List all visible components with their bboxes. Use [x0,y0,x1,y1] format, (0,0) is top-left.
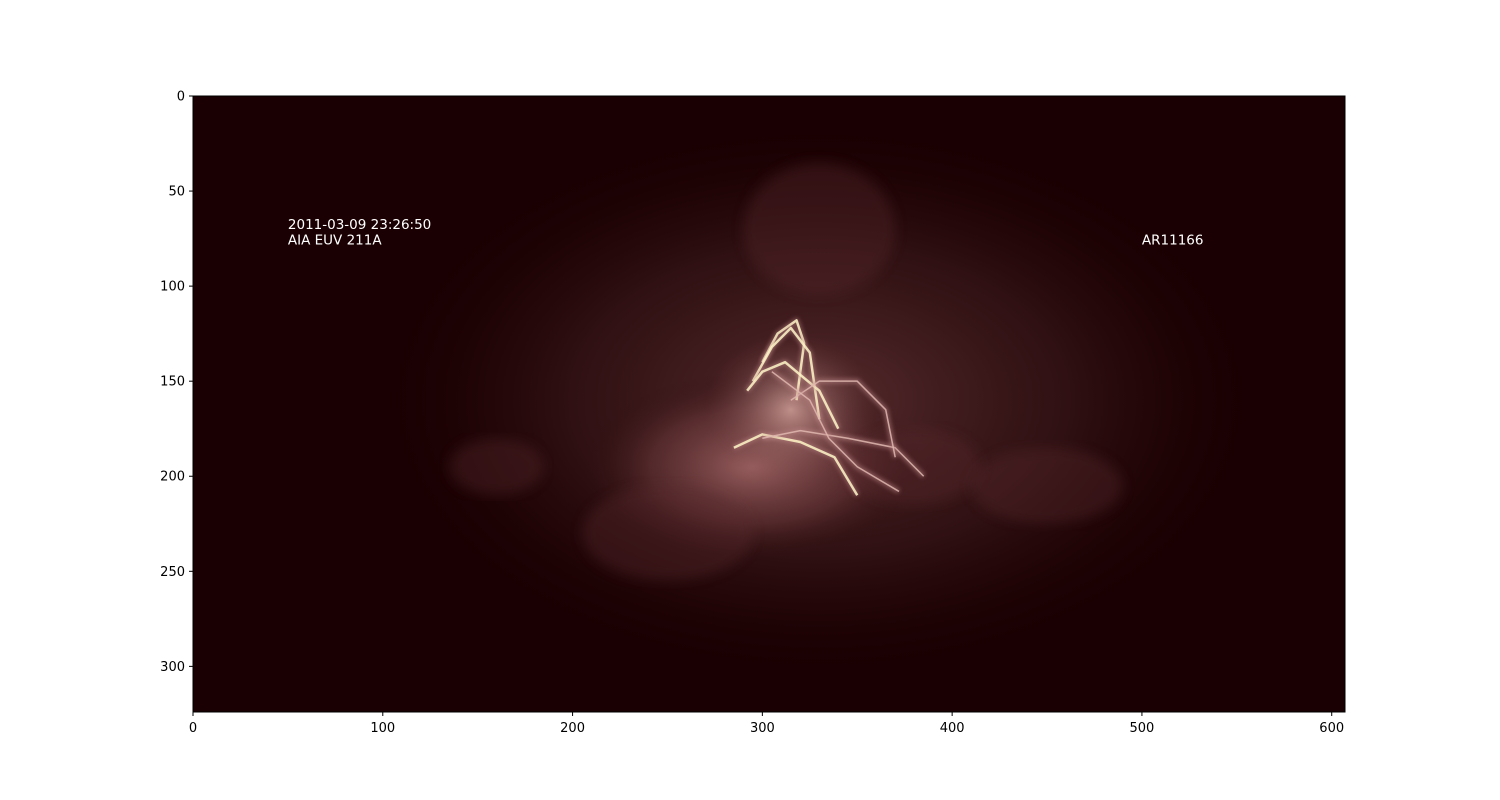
solar-emission [363,115,1275,686]
y-tick-label: 100 [160,280,185,295]
x-tick-label: 400 [940,721,965,736]
annotation-instrument: AIA EUV 211A [288,232,382,248]
y-tick-label: 50 [168,185,185,200]
loop-6 [771,371,900,493]
feature-loop-bundle [705,333,877,486]
loop-5 [790,380,896,458]
x-tick-label: 0 [189,721,197,736]
loop-4 [762,429,925,477]
x-tick-label: 200 [560,721,585,736]
y-tick-label: 150 [160,375,185,390]
y-tick-label: 250 [160,565,185,580]
x-axis: 0 100 200 300 400 500 600 [189,712,1344,736]
y-tick-label: 300 [160,660,185,675]
x-tick-label: 100 [370,721,395,736]
plot-area [192,95,1346,713]
coronal-loops [732,317,926,497]
loop-1 [751,326,821,420]
x-tick-label: 600 [1319,721,1344,736]
x-tick-label: 500 [1130,721,1155,736]
annotation-region: AR11166 [1142,232,1204,248]
y-tick-label: 0 [177,90,185,105]
emission-lobe [743,162,896,296]
x-tick-label: 300 [750,721,775,736]
emission-lobe [449,438,545,496]
axes-frame [192,95,1346,713]
y-axis: 0 50 100 150 200 250 300 [160,90,193,675]
emission-lobe [971,447,1124,524]
emission-lobe [581,485,753,581]
loop-2 [746,360,840,430]
loop-3 [733,433,859,496]
annotation-date: 2011-03-09 23:26:50 [288,217,431,233]
y-tick-label: 200 [160,470,185,485]
